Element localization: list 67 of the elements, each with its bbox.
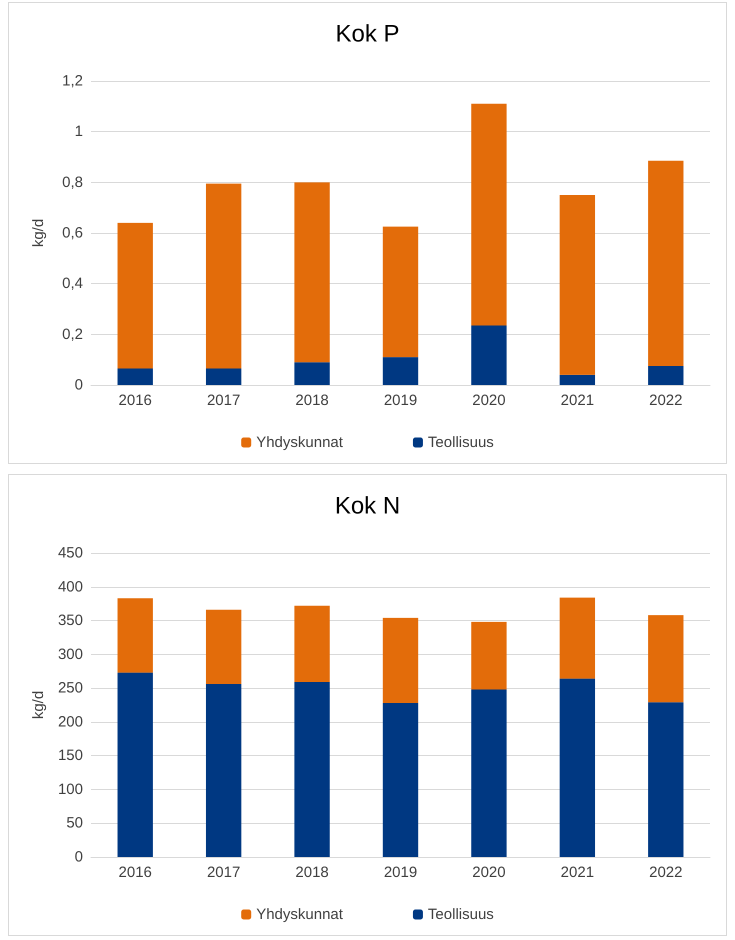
y-tick-label: 1 [74,123,83,140]
bar [294,362,330,385]
bar [206,610,242,684]
y-tick-label: 50 [66,814,83,832]
y-tick-label: 450 [58,544,83,562]
bar [382,702,418,857]
x-tick-label: 2021 [560,392,594,409]
x-tick-label: 2022 [649,392,682,409]
bar [294,682,330,857]
y-tick-label: 350 [58,612,83,630]
y-tick-label: 250 [58,680,83,697]
bar [118,672,153,857]
bar [560,678,596,857]
bar [648,366,684,385]
x-tick-label: 2022 [649,864,682,881]
legend-label: Teollisuus [428,434,494,451]
bar [471,622,507,690]
y-tick-label: 400 [58,578,83,596]
bar [118,368,153,385]
bar [294,606,330,682]
y-tick-label: 100 [58,780,83,798]
bar [471,325,507,385]
y-tick-label: 300 [58,646,83,663]
y-tick-label: 200 [58,713,83,730]
x-tick-label: 2020 [472,392,506,409]
x-tick-label: 2020 [472,864,506,881]
y-tick-label: 150 [58,747,83,764]
y-tick-label: 1,2 [62,72,83,90]
bar [118,222,153,369]
y-axis-title: kg/d [30,218,47,248]
chart-title: Kok P [335,20,400,48]
y-tick-label: 0,2 [62,326,83,343]
y-axis-title: kg/d [30,690,47,720]
bar [206,368,242,385]
bar [382,618,418,703]
bar [648,615,684,702]
x-tick-label: 2016 [118,392,152,409]
bar [648,702,684,857]
bar [206,184,242,369]
bar [648,160,684,366]
x-tick-label: 2018 [295,864,329,881]
x-tick-label: 2017 [206,864,240,881]
bar [118,598,153,673]
bar [560,598,596,679]
bar [560,374,596,385]
legend-label: Yhdyskunnat [256,906,344,923]
bar [471,689,507,857]
bar [206,684,242,857]
y-tick-label: 0,8 [62,174,83,191]
y-tick-label: 0 [74,848,83,866]
bar [471,104,507,326]
x-tick-label: 2017 [206,392,240,409]
x-tick-label: 2019 [384,864,418,881]
legend-label: Yhdyskunnat [256,434,344,451]
y-tick-label: 0,4 [62,275,83,292]
x-tick-label: 2018 [295,392,329,409]
legend-label: Teollisuus [428,906,494,923]
y-tick-label: 0,6 [62,224,83,242]
y-tick-label: 0 [74,376,83,394]
bar [294,182,330,362]
x-tick-label: 2019 [384,392,418,409]
x-tick-label: 2016 [118,864,152,881]
bar [560,195,596,375]
chart-title: Kok N [334,492,400,520]
x-tick-label: 2021 [560,864,594,881]
bar [382,357,418,385]
bar [382,226,418,358]
